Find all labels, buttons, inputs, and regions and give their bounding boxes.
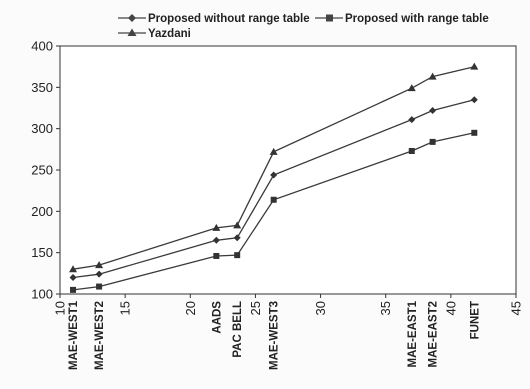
y-tick-label: 350 — [31, 80, 53, 95]
data-point — [470, 62, 479, 70]
series-3 — [69, 62, 479, 273]
series-line — [72, 66, 475, 270]
y-tick-label: 150 — [31, 245, 53, 260]
legend-label: Yazdani — [148, 28, 191, 40]
data-point — [233, 221, 242, 229]
data-point — [233, 234, 241, 242]
data-point — [212, 223, 221, 231]
plot-border — [59, 45, 517, 295]
plot-area — [59, 45, 517, 295]
x-tick-label: 20 — [183, 301, 198, 315]
data-point — [213, 252, 220, 259]
x-tick-label: 45 — [509, 301, 524, 315]
x-tick-label: 25 — [248, 301, 263, 315]
data-point — [428, 72, 437, 80]
x-tick-label: 30 — [313, 301, 328, 315]
data-point — [408, 116, 416, 124]
data-point — [470, 96, 478, 104]
site-label: MAE-WEST1 — [68, 300, 80, 370]
site-label: FUNET — [469, 301, 481, 339]
data-point — [69, 273, 77, 281]
legend: Proposed without range table Proposed wi… — [118, 13, 489, 40]
legend-entry-with-range-table: Proposed with range table — [315, 13, 489, 25]
data-point — [408, 147, 415, 154]
x-tick-label: 10 — [53, 301, 68, 315]
data-point — [429, 106, 437, 114]
data-point — [96, 283, 103, 290]
site-label: PAC BELL — [232, 301, 244, 358]
data-point — [212, 236, 220, 244]
site-label: AADS — [211, 301, 223, 334]
y-tick-label: 200 — [31, 204, 53, 219]
legend-label: Proposed with range table — [345, 13, 489, 25]
data-point — [95, 270, 103, 278]
x-tick-label: 40 — [443, 301, 458, 315]
data-point — [69, 265, 78, 273]
data-point — [270, 196, 277, 203]
legend-entry-yazdani: Yazdani — [118, 28, 191, 40]
y-tick-label: 300 — [31, 121, 53, 136]
y-tick-label: 100 — [31, 287, 53, 302]
data-point — [270, 171, 278, 179]
site-label: MAE-EAST1 — [407, 300, 419, 367]
legend-label: Proposed without range table — [148, 13, 310, 25]
y-tick-label: 250 — [31, 163, 53, 178]
data-point — [234, 252, 241, 259]
x-tick-label: 35 — [378, 301, 393, 315]
data-point — [407, 84, 416, 92]
series-layer — [69, 62, 479, 293]
data-point — [70, 286, 77, 293]
y-tick-label: 400 — [31, 39, 53, 54]
site-label: MAE-WEST3 — [269, 301, 281, 370]
x-tick-label: 15 — [118, 301, 133, 315]
series-1 — [69, 96, 478, 281]
series-line — [72, 99, 475, 279]
series-2 — [70, 129, 478, 293]
data-point — [429, 138, 436, 145]
site-label: MAE-EAST2 — [428, 301, 440, 367]
site-labels: MAE-WEST1 MAE-WEST2 AADS PAC BELL MAE-WEST3 M… — [68, 300, 481, 370]
data-point — [471, 129, 478, 136]
series-line — [72, 132, 475, 291]
data-point — [269, 147, 278, 155]
site-label: MAE-WEST2 — [94, 301, 106, 370]
x-axis: 10 15 20 25 30 35 40 45 — [53, 294, 524, 315]
y-axis: 100 150 200 250 300 350 400 — [31, 39, 60, 302]
legend-entry-without-range-table: Proposed without range table — [118, 13, 310, 25]
data-point — [95, 261, 104, 269]
